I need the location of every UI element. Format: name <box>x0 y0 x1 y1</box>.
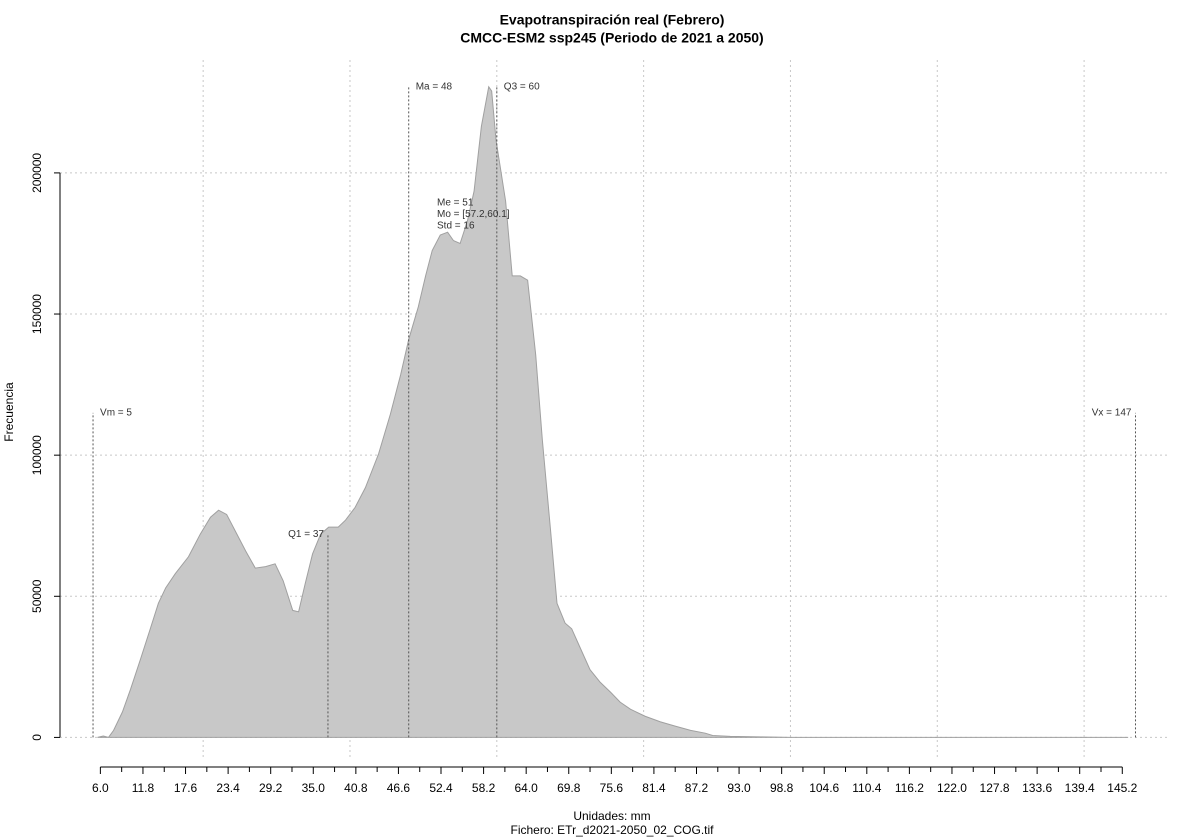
annotation-label: Vx = 147 <box>1092 407 1132 418</box>
x-tick-label: 58.2 <box>472 781 496 795</box>
stat-label: Std = 16 <box>437 221 475 232</box>
x-tick-label: 127.8 <box>980 781 1010 795</box>
y-tick-label: 50000 <box>30 579 44 613</box>
stat-label: Mo = [57.2,60.1] <box>437 209 510 220</box>
x-tick-label: 110.4 <box>852 781 881 795</box>
stat-label: Me = 51 <box>437 198 474 209</box>
x-tick-label: 93.0 <box>727 781 751 795</box>
x-tick-label: 139.4 <box>1065 781 1095 795</box>
y-tick-label: 100000 <box>30 435 44 475</box>
x-tick-label: 122.0 <box>937 781 967 795</box>
x-tick-label: 133.6 <box>1022 781 1052 795</box>
x-tick-label: 29.2 <box>259 781 283 795</box>
annotation-label: Ma = 48 <box>416 81 453 92</box>
x-tick-label: 98.8 <box>770 781 794 795</box>
y-tick-label: 150000 <box>30 294 44 334</box>
x-axis-label: Unidades: mm <box>573 809 650 823</box>
x-tick-label: 11.8 <box>132 781 155 795</box>
y-tick-label: 0 <box>30 734 44 741</box>
area <box>97 85 1129 738</box>
y-axis-label: Frecuencia <box>2 382 16 442</box>
x-tick-label: 23.4 <box>216 781 240 795</box>
annotation-label: Q3 = 60 <box>504 81 540 92</box>
chart-subtitle: CMCC-ESM2 ssp245 (Periodo de 2021 a 2050… <box>460 30 763 46</box>
x-tick-label: 69.8 <box>557 781 581 795</box>
x-tick-label: 6.0 <box>92 781 109 795</box>
annotation-label: Vm = 5 <box>100 407 132 418</box>
x-tick-label: 104.6 <box>809 781 839 795</box>
footer: Fichero: ETr_d2021-2050_02_COG.tif <box>511 823 715 837</box>
x-tick-label: 75.6 <box>600 781 624 795</box>
x-tick-label: 81.4 <box>642 781 666 795</box>
x-tick-label: 35.0 <box>302 781 326 795</box>
y-tick-label: 200000 <box>30 153 44 193</box>
x-tick-label: 145.2 <box>1107 781 1137 795</box>
x-tick-label: 52.4 <box>429 781 453 795</box>
x-tick-label: 46.6 <box>387 781 411 795</box>
x-tick-label: 17.6 <box>174 781 198 795</box>
x-tick-label: 87.2 <box>685 781 709 795</box>
x-tick-label: 40.8 <box>344 781 368 795</box>
chart-title: Evapotranspiración real (Febrero) <box>500 12 725 28</box>
x-tick-label: 116.2 <box>895 781 924 795</box>
annotation-label: Q1 = 37 <box>288 529 324 540</box>
x-tick-label: 64.0 <box>514 781 538 795</box>
